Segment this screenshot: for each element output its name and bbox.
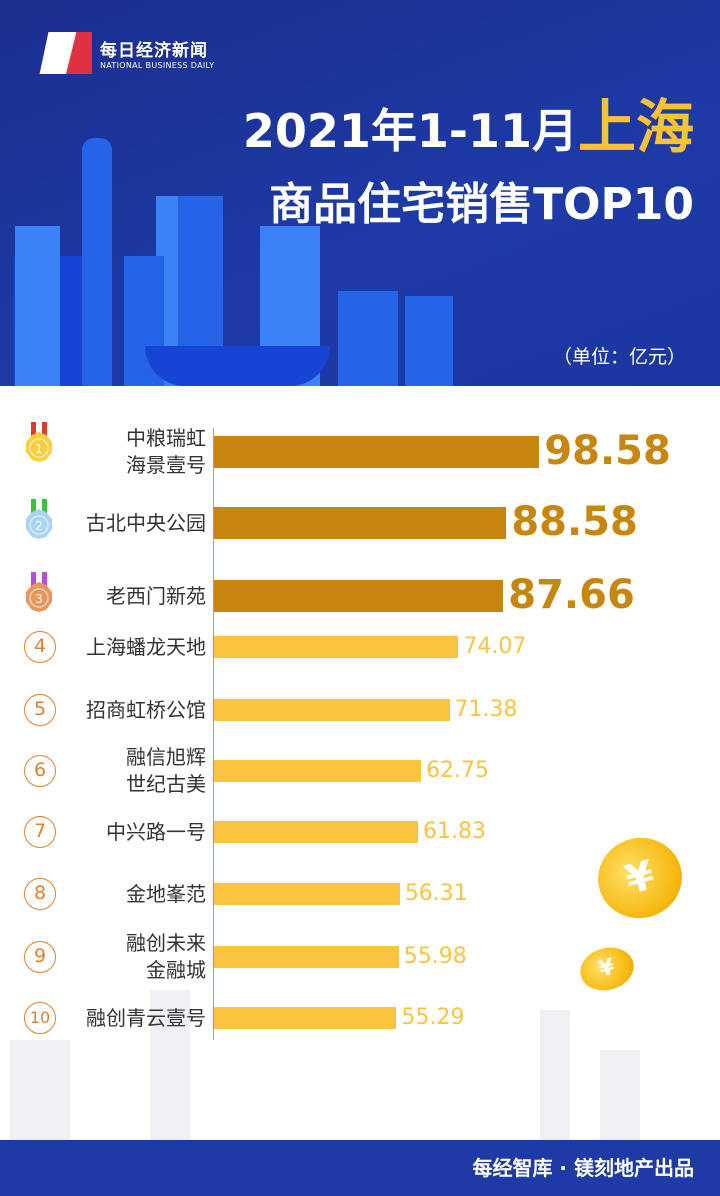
value-label: 55.29 (401, 1005, 465, 1030)
category-label: 融创未来 金融城 (126, 931, 206, 982)
title-city: 上海 (577, 93, 694, 161)
header-banner: 每日经济新闻 NATIONAL BUSINESS DAILY 2021年1-11… (0, 0, 720, 386)
title-prefix: 2021年1-11月 (242, 104, 578, 158)
category-label: 中粮瑞虹 海景壹号 (126, 426, 206, 477)
bar (214, 760, 422, 782)
skyline-building (405, 296, 453, 386)
skyline-building (338, 291, 398, 386)
bar (214, 946, 399, 968)
category-label: 老西门新苑 (106, 583, 206, 608)
value-label: 71.38 (454, 697, 518, 722)
value-label: 88.58 (511, 499, 638, 545)
category-label: 招商虹桥公馆 (86, 697, 206, 722)
skyline-building (82, 138, 112, 386)
unit-label: （单位：亿元） (552, 346, 686, 368)
coin-icon: ¥ (575, 941, 639, 997)
medal-icon: 2 (22, 499, 56, 545)
logo-cn: 每日经济新闻 (100, 41, 208, 61)
value-label: 56.31 (404, 881, 468, 906)
bar (214, 507, 507, 539)
rank-badge: 5 (24, 694, 56, 726)
page-subtitle: 商品住宅销售TOP10 (269, 179, 694, 230)
category-label: 中兴路一号 (106, 819, 206, 844)
value-label: 55.98 (403, 944, 467, 969)
category-label: 融信旭辉 世纪古美 (126, 745, 206, 796)
rank-badge: 4 (24, 631, 56, 663)
coin-icon: ¥ (589, 828, 691, 928)
svg-text:1: 1 (35, 442, 43, 456)
chart-axis (213, 428, 214, 1040)
category-label: 古北中央公园 (86, 510, 206, 535)
svg-text:3: 3 (35, 592, 43, 606)
logo: 每日经济新闻 NATIONAL BUSINESS DAILY (39, 32, 215, 74)
bar (214, 636, 459, 658)
rank-badge: 10 (24, 1002, 56, 1034)
rank-badge: 6 (24, 755, 56, 787)
category-label: 金地峯范 (126, 881, 206, 906)
value-label: 74.07 (463, 634, 527, 659)
bar (214, 699, 450, 721)
skyline-building (145, 346, 330, 386)
rank-badge: 7 (24, 816, 56, 848)
bg-skyline (600, 1050, 640, 1140)
medal-icon: 3 (22, 572, 56, 618)
bar (214, 883, 400, 905)
bg-skyline (540, 1010, 570, 1140)
rank-badge: 9 (24, 941, 56, 973)
skyline-building (15, 226, 60, 386)
bar (214, 821, 419, 843)
category-label: 融创青云壹号 (86, 1005, 206, 1030)
bar (214, 580, 504, 612)
bg-skyline (150, 990, 190, 1140)
svg-text:2: 2 (35, 519, 43, 533)
rank-badge: 8 (24, 878, 56, 910)
value-label: 98.58 (544, 428, 671, 474)
value-label: 62.75 (426, 758, 490, 783)
page-title: 2021年1-11月上海 (243, 80, 694, 164)
value-label: 87.66 (508, 572, 635, 618)
logo-mark-icon (39, 32, 94, 74)
bg-skyline (10, 1040, 70, 1140)
bar (214, 436, 540, 468)
footer: 每经智库 · 镁刻地产出品 (0, 1140, 720, 1196)
logo-en: NATIONAL BUSINESS DAILY (100, 61, 215, 70)
category-label: 上海蟠龙天地 (86, 634, 206, 659)
medal-icon: 1 (22, 422, 56, 468)
value-label: 61.83 (423, 819, 487, 844)
bar (214, 1007, 397, 1029)
